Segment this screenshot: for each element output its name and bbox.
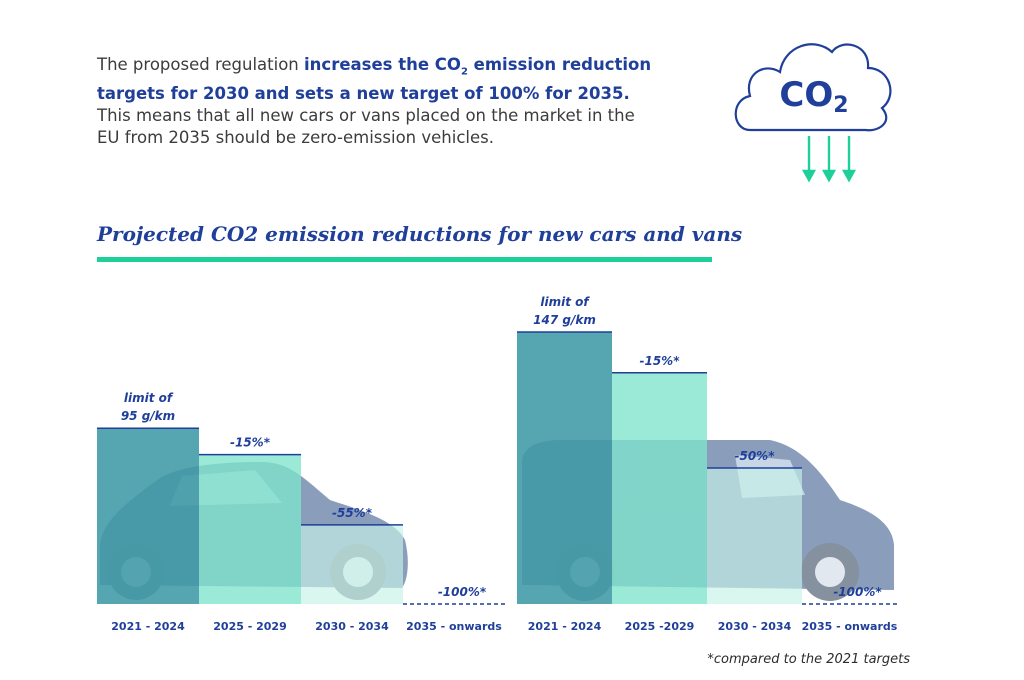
annotation-van-0: limit of 147 g/km <box>533 295 596 327</box>
category-label-car-3: 2035 - onwards <box>406 620 502 633</box>
annotation-van-2: -50%* <box>735 449 776 463</box>
title-underline <box>97 257 712 262</box>
category-label-van-0: 2021 - 2024 <box>528 620 602 633</box>
category-label-car-1: 2025 - 2029 <box>213 620 286 633</box>
intro-paragraph: The proposed regulation increases the CO… <box>97 54 657 149</box>
cloud-co2-label: CO2 <box>779 75 848 118</box>
chart-title: Projected CO2 emission reductions for ne… <box>97 222 743 246</box>
category-label-van-1: 2025 -2029 <box>625 620 695 633</box>
annotation-van-1: -15%* <box>640 354 681 368</box>
annotation-car-1: -15%* <box>230 436 271 450</box>
intro-text-2: This means that all new cars or vans pla… <box>97 106 635 148</box>
bar-van-2 <box>707 468 802 604</box>
bar-van-0 <box>517 332 612 604</box>
bar-van-1 <box>612 372 707 604</box>
intro-text-1: The proposed regulation <box>97 55 305 74</box>
bar-car-1 <box>199 454 301 604</box>
annotation-car-2: -55%* <box>332 506 373 520</box>
cloud-outline <box>734 43 892 132</box>
category-label-van-3: 2035 - onwards <box>802 620 898 633</box>
category-label-car-2: 2030 - 2034 <box>315 620 389 633</box>
intro-highlight: increases the CO2 emission reduction tar… <box>97 55 651 103</box>
footnote: *compared to the 2021 targets <box>707 652 910 667</box>
down-arrows-icon <box>801 136 857 183</box>
intro-highlight-a: increases the CO <box>304 55 461 74</box>
annotation-van-3: -100%* <box>833 585 882 599</box>
annotation-car-0: limit of 95 g/km <box>121 391 175 423</box>
intro-highlight-b: emission reduction targets for 2030 and … <box>97 55 652 104</box>
category-label-car-0: 2021 - 2024 <box>111 620 185 633</box>
co2-cloud-icon: CO2 <box>734 43 892 183</box>
bar-car-0 <box>97 428 199 604</box>
annotation-car-3: -100%* <box>438 585 487 599</box>
category-label-van-2: 2030 - 2034 <box>718 620 792 633</box>
bar-car-2 <box>301 524 403 604</box>
intro-highlight-subscript: 2 <box>460 66 468 78</box>
